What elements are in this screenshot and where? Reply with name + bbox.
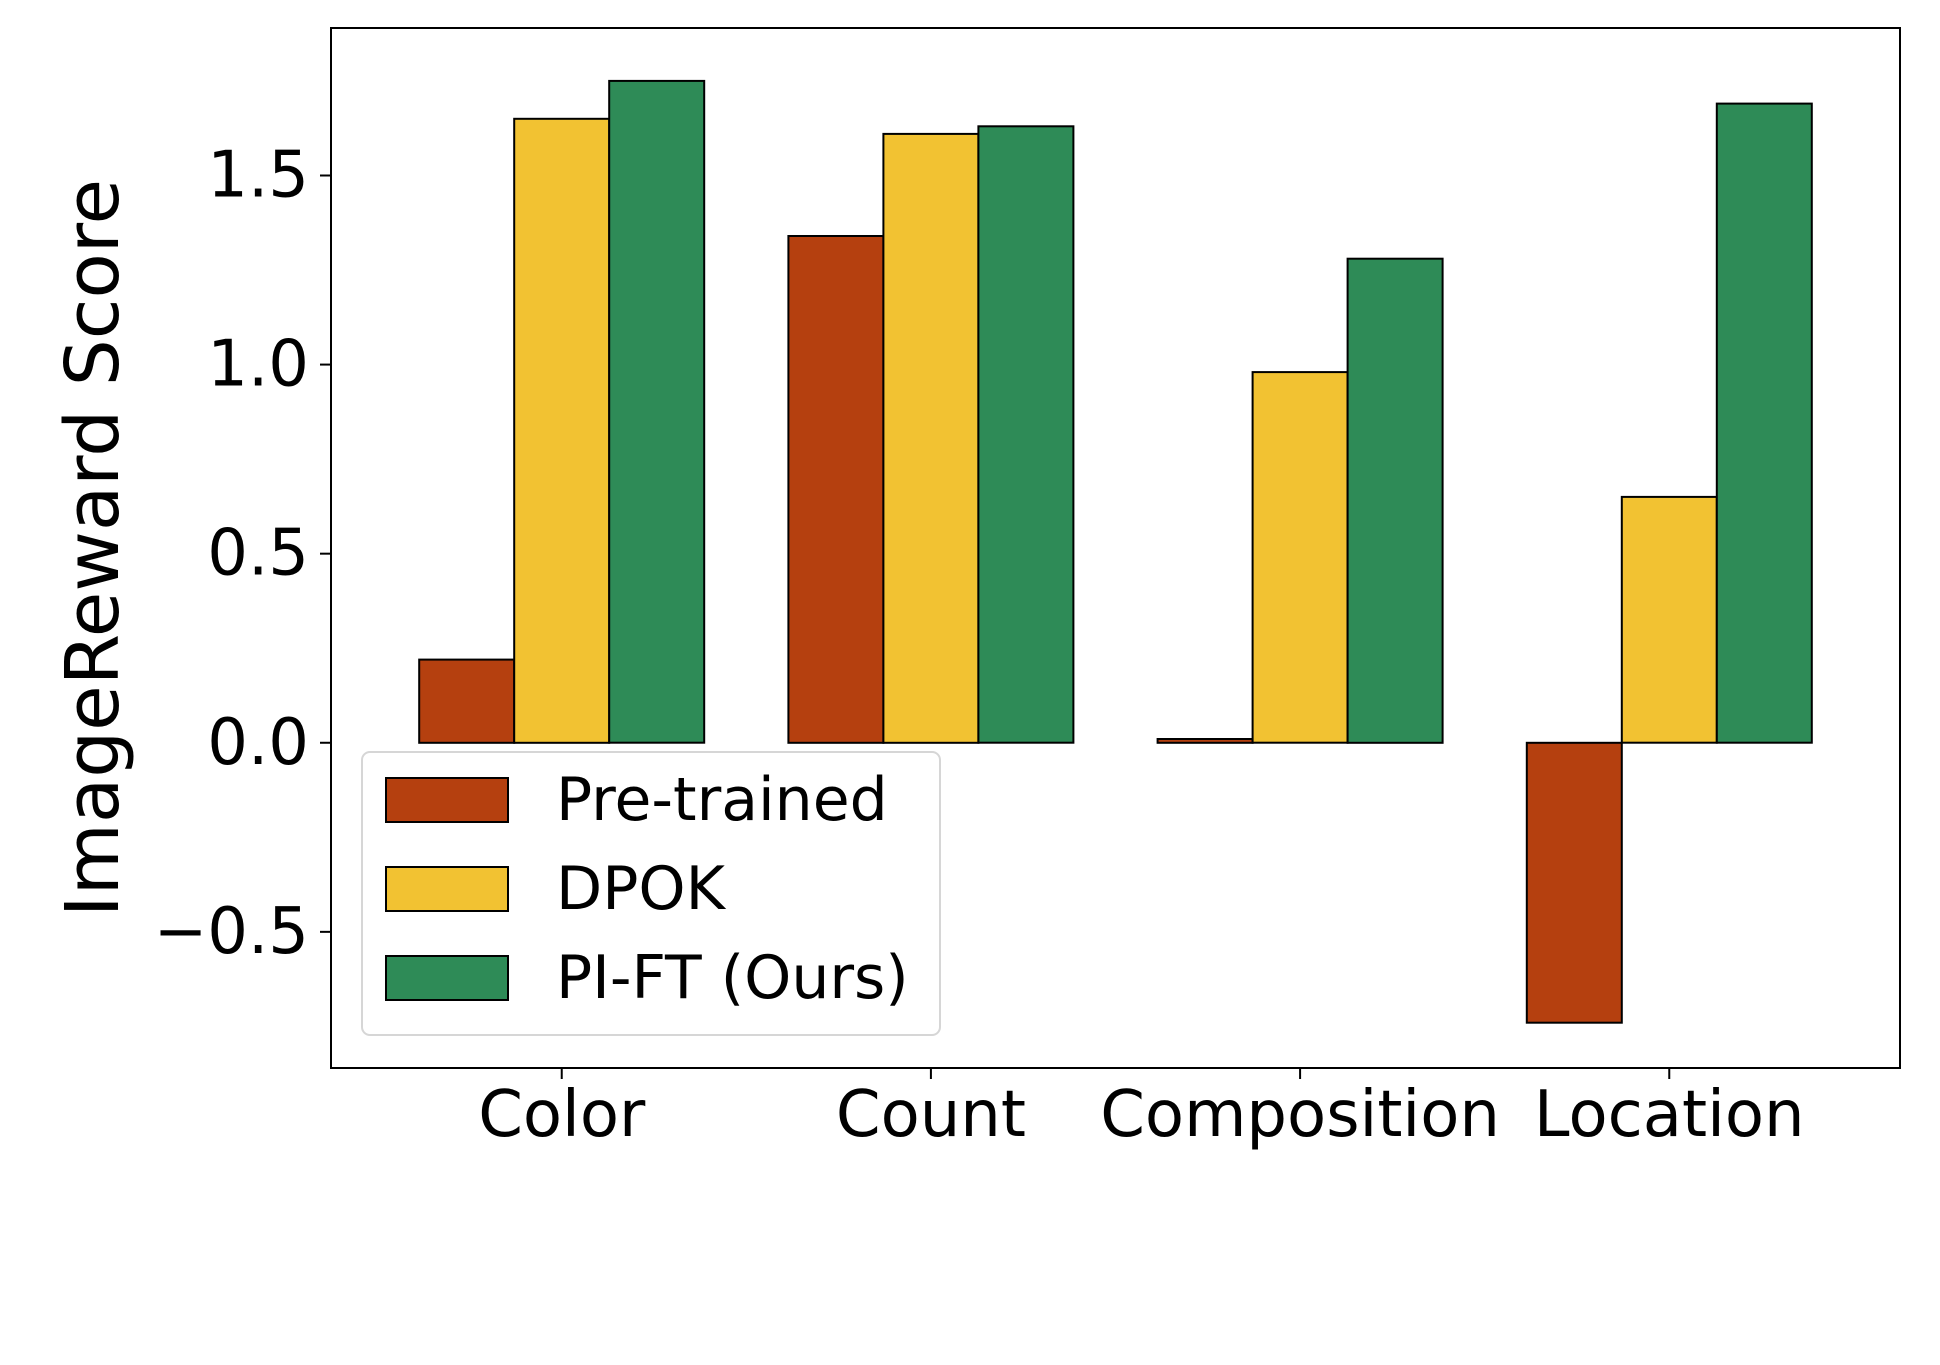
legend-swatch <box>385 777 509 823</box>
x-tick-label-color: Color <box>478 1078 646 1152</box>
plot-area-frame <box>330 27 1901 1069</box>
y-axis-label: ImageReward Score <box>50 179 136 917</box>
bar-dpok-composition <box>1251 371 1349 744</box>
bar-pre-trained-count <box>787 235 885 744</box>
y-tick-label: 1.0 <box>207 328 309 402</box>
bar-pi-ft-ours-location <box>1715 102 1813 744</box>
y-axis: −0.5 0.0 0.5 1.0 1.5 <box>154 138 331 969</box>
bar-dpok-location <box>1620 495 1718 744</box>
bar-pre-trained-color <box>418 658 516 744</box>
bar-pre-trained-location <box>1525 741 1623 1024</box>
y-tick-label: −0.5 <box>154 895 309 969</box>
x-tick-label-location: Location <box>1534 1078 1805 1152</box>
y-tick-label: 0.5 <box>207 517 309 591</box>
x-tick-label-count: Count <box>836 1078 1026 1152</box>
legend-label: PI-FT (Ours) <box>556 943 909 1013</box>
bar-pi-ft-ours-composition <box>1346 257 1444 744</box>
y-tick-label: 1.5 <box>207 138 309 212</box>
legend: Pre-trained DPOK PI-FT (Ours) <box>361 751 941 1036</box>
bar-dpok-count <box>882 132 980 744</box>
x-axis: Color Count Composition Location <box>478 1068 1805 1152</box>
bar-dpok-color <box>513 117 611 744</box>
x-tick-label-composition: Composition <box>1100 1078 1500 1152</box>
legend-label: Pre-trained <box>556 765 888 835</box>
bar-pre-trained-composition <box>1156 738 1254 744</box>
legend-swatch <box>385 866 509 912</box>
legend-swatch <box>385 955 509 1001</box>
bar-pi-ft-ours-color <box>608 79 706 744</box>
y-tick-label: 0.0 <box>207 706 309 780</box>
legend-label: DPOK <box>556 854 727 924</box>
bar-pi-ft-ours-count <box>977 125 1075 744</box>
bars-layer <box>418 79 1813 1024</box>
